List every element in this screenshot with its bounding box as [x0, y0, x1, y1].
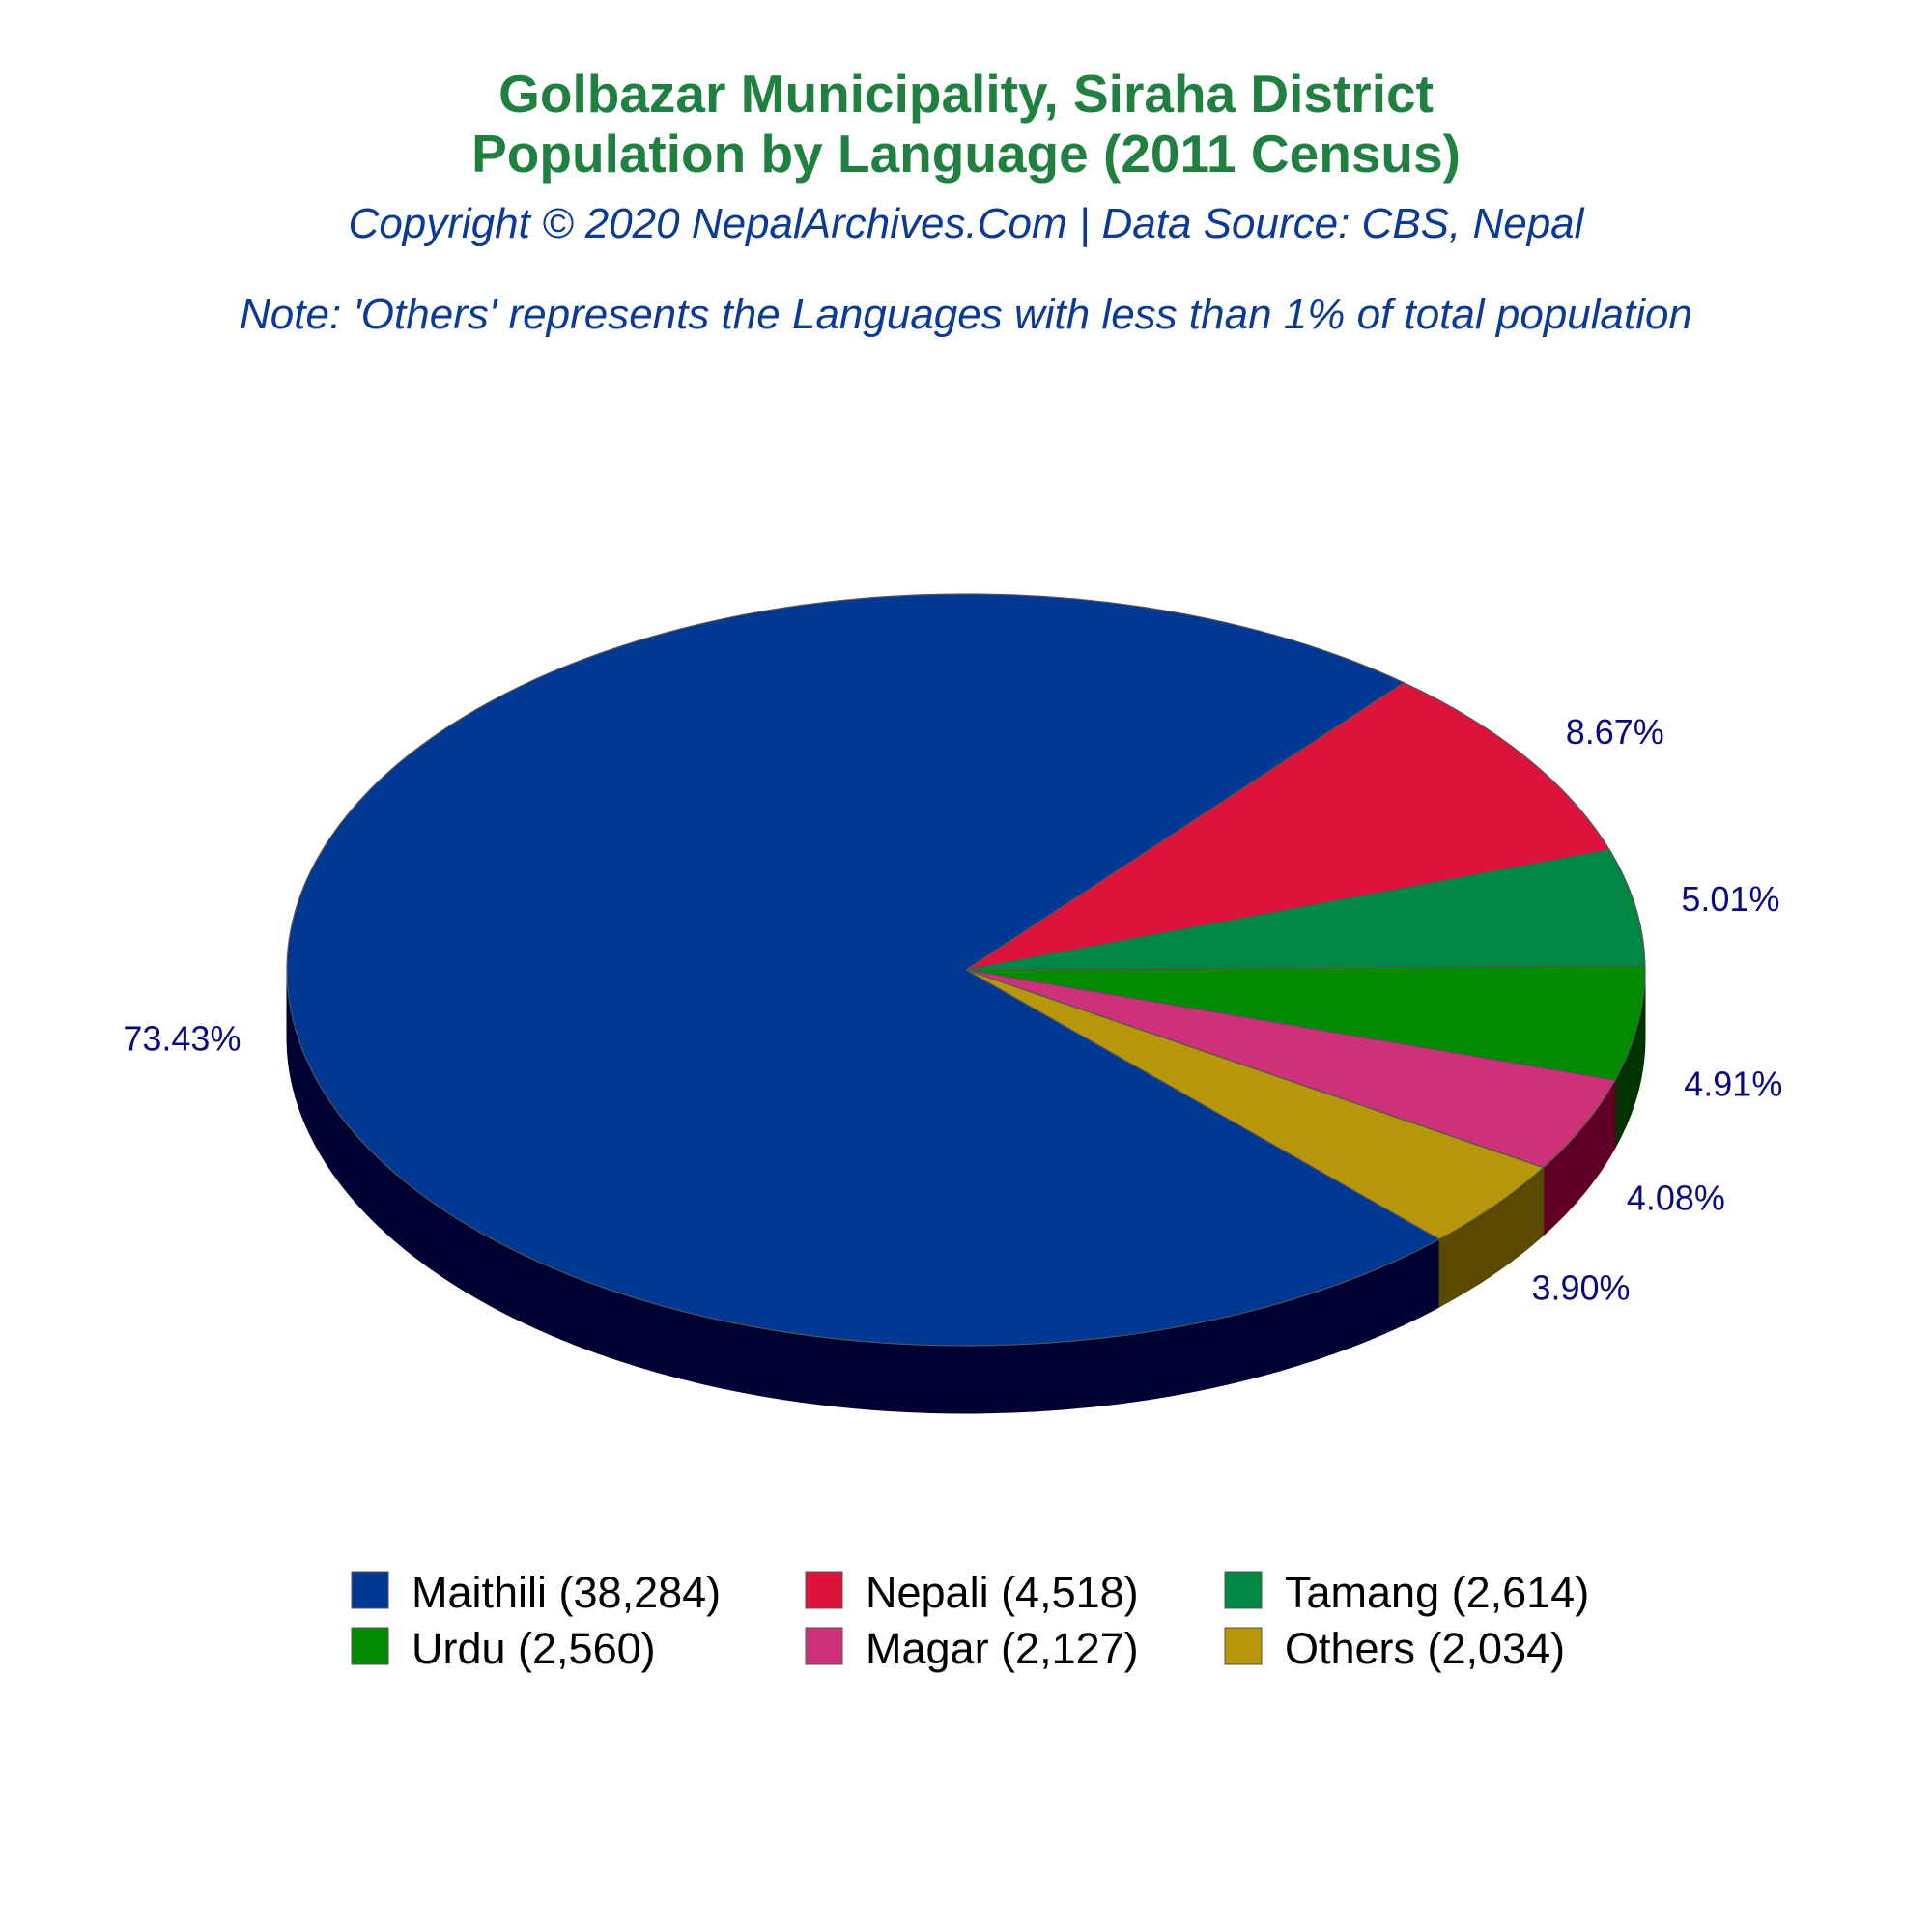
legend-swatch-tamang	[1224, 1571, 1263, 1609]
pie-slice-maithili[interactable]	[286, 593, 1440, 1347]
legend-swatch-magar	[805, 1627, 843, 1665]
pie-label-tamang: 5.01%	[1681, 879, 1779, 919]
pie-slice-urdu[interactable]	[965, 965, 1646, 1081]
pie-top	[286, 593, 1646, 1347]
pie-label-maithili: 73.43%	[123, 1018, 241, 1058]
pie-label-nepali: 8.67%	[1566, 712, 1664, 752]
legend-label-urdu: Urdu (2,560)	[412, 1624, 656, 1673]
legend: Maithili (38,284) Nepali (4,518) Tamang (2…	[351, 1568, 1589, 1673]
legend-label-others: Others (2,034)	[1285, 1624, 1565, 1673]
pie-labels: 73.43% 8.67% 5.01% 4.91% 4.08% 3.90%	[123, 712, 1782, 1308]
pie-slice-tamang[interactable]	[965, 848, 1646, 971]
pie-slice-magar[interactable]	[965, 969, 1616, 1169]
pie-slice-others[interactable]	[965, 969, 1545, 1240]
chart-title-line-2: Population by Language (2011 Census)	[471, 124, 1461, 184]
legend-label-maithili: Maithili (38,284)	[412, 1568, 721, 1617]
pie-label-urdu: 4.91%	[1684, 1065, 1782, 1104]
legend-label-magar: Magar (2,127)	[866, 1624, 1139, 1673]
legend-swatch-urdu	[351, 1627, 389, 1665]
chart-title-line-1: Golbazar Municipality, Siraha District	[498, 64, 1434, 124]
pie-label-others: 3.90%	[1531, 1268, 1630, 1308]
pie-slice-nepali[interactable]	[965, 682, 1610, 971]
legend-swatch-others	[1224, 1627, 1263, 1665]
legend-label-tamang: Tamang (2,614)	[1285, 1568, 1589, 1617]
pie-sides	[286, 969, 1646, 1414]
legend-swatch-maithili	[351, 1571, 389, 1609]
legend-label-nepali: Nepali (4,518)	[866, 1568, 1139, 1617]
legend-swatch-nepali	[805, 1571, 843, 1609]
pie-label-magar: 4.08%	[1627, 1179, 1725, 1218]
chart-subtitle: Copyright © 2020 NepalArchives.Com | Dat…	[349, 200, 1585, 247]
chart-note: Note: 'Others' represents the Languages …	[240, 291, 1692, 338]
